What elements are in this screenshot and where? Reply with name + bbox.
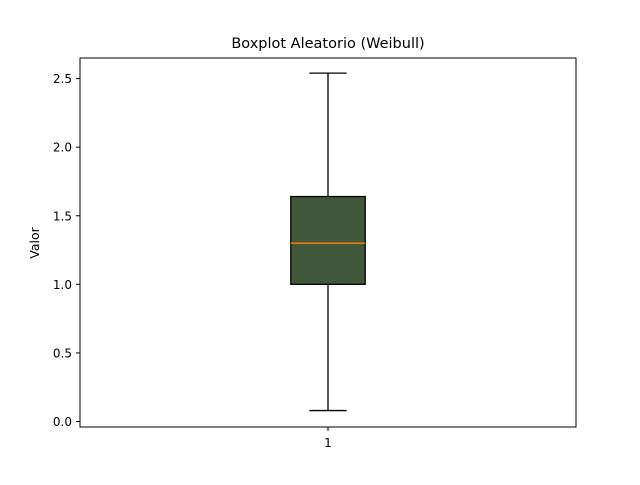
y-tick-label: 2.0 <box>53 141 72 155</box>
boxes <box>290 72 366 412</box>
y-ticks: 0.0 0.5 1.0 1.5 2.0 2.5 <box>53 72 80 429</box>
y-tick-label: 0.0 <box>53 415 72 429</box>
box-group <box>290 72 366 412</box>
y-tick-label: 1.5 <box>53 209 72 223</box>
y-tick-label: 2.5 <box>53 72 72 86</box>
x-ticks: 1 <box>324 427 332 450</box>
y-tick-label: 1.0 <box>53 278 72 292</box>
chart-title: Boxplot Aleatorio (Weibull) <box>231 36 424 52</box>
x-tick-label: 1 <box>324 436 332 450</box>
y-tick-label: 0.5 <box>53 346 72 360</box>
y-axis-label: Valor <box>27 226 42 258</box>
plot-frame <box>79 57 577 428</box>
iqr-box <box>290 195 366 285</box>
